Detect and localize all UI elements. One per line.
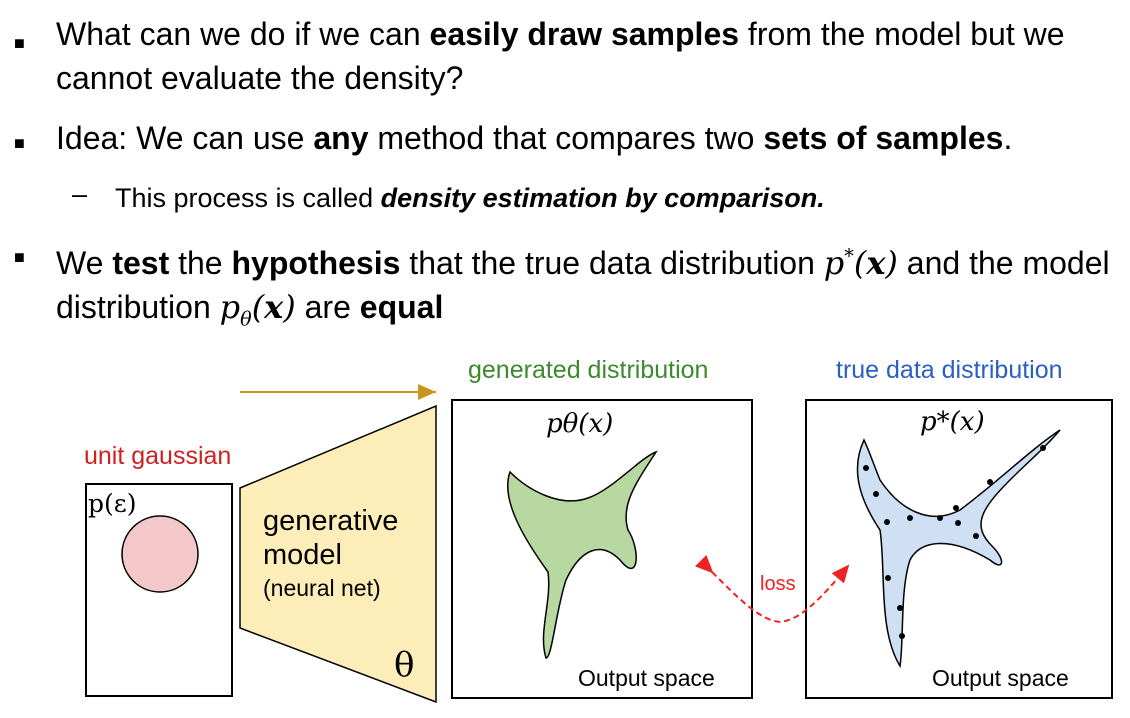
bullet-text: We test the hypothesis that the true dat…	[56, 243, 1110, 331]
bullet-3: We test the hypothesis that the true dat…	[56, 234, 1116, 341]
text-segment: from the model but we cannot evaluate th…	[56, 16, 1065, 96]
bullet-marker: ■	[14, 33, 25, 53]
text-segment: method that compares two	[368, 120, 764, 156]
text-segment: and the model distribution	[56, 244, 1110, 325]
model-label-3: (neural net)	[263, 575, 381, 601]
true-label: true data distribution	[836, 356, 1063, 384]
bullet-text: What can we do if we can easily draw sam…	[56, 16, 1065, 96]
sample-point	[884, 519, 890, 525]
unit-gaussian-label: unit gaussian	[84, 442, 231, 470]
text-segment: hypothesis	[231, 244, 401, 281]
bullet-marker: ■	[14, 133, 25, 153]
bullet-text: This process is called density estimatio…	[115, 183, 825, 213]
p-star-label: p*(x)	[920, 407, 985, 437]
loss-arrow	[695, 555, 850, 624]
sample-point	[863, 465, 869, 471]
bullet-1: What can we do if we can easily draw sam…	[56, 12, 1116, 100]
text-segment: test	[112, 244, 170, 281]
theta-label: θ	[394, 645, 414, 685]
diagram: unit gaussian p(ε) generative model (neu…	[84, 356, 1113, 704]
sample-point	[955, 520, 961, 526]
sample-point	[973, 533, 979, 539]
text-segment: the	[169, 244, 232, 281]
text-segment: easily draw samples	[429, 16, 740, 52]
sample-point	[953, 505, 959, 511]
sample-point	[937, 515, 943, 521]
text-segment: This process is called	[115, 183, 381, 213]
model-label-1: generative	[263, 505, 398, 537]
sample-point	[1040, 445, 1046, 451]
sample-point	[873, 491, 879, 497]
generative-model-shape	[239, 404, 437, 704]
loss-label: loss	[760, 573, 796, 595]
text-segment: Idea: We can use	[56, 120, 314, 156]
output-space-2: Output space	[932, 665, 1069, 691]
text-segment: density estimation by comparison.	[380, 183, 825, 213]
bullet-2: Idea: We can use any method that compare…	[56, 116, 1116, 160]
p-eps-label: p(ε)	[88, 489, 136, 518]
sample-point	[885, 575, 891, 581]
p-theta-math: pθ(x)	[219, 287, 296, 331]
generated-label: generated distribution	[468, 356, 708, 384]
text-segment: We	[56, 244, 113, 281]
true-box	[805, 399, 1113, 699]
text-segment: any	[313, 120, 369, 156]
model-label-2: model	[263, 539, 342, 571]
text-segment: What can we do if we can	[56, 16, 430, 52]
sample-point	[899, 633, 905, 639]
text-segment: sets of samples	[763, 120, 1004, 156]
sample-point	[907, 515, 913, 521]
text-segment: .	[1003, 120, 1013, 156]
p-theta-label: pθ(x)	[546, 409, 613, 439]
true-blob	[856, 429, 1061, 669]
generated-blob	[507, 450, 658, 659]
sample-point	[987, 479, 993, 485]
bullet-text: Idea: We can use any method that compare…	[56, 120, 1012, 156]
sample-point	[897, 605, 903, 611]
text-segment: that the true data distribution	[400, 244, 824, 281]
text-segment: equal	[359, 288, 444, 325]
sample-points	[863, 445, 1046, 639]
output-space-1: Output space	[578, 665, 715, 691]
p-star-math: p*(x)	[823, 243, 898, 282]
dash-marker: –	[72, 179, 88, 209]
bullet-marker: ■	[14, 247, 25, 267]
gaussian-circle	[121, 515, 199, 593]
text-segment: are	[295, 288, 360, 325]
sub-bullet: This process is called density estimatio…	[115, 180, 1130, 216]
